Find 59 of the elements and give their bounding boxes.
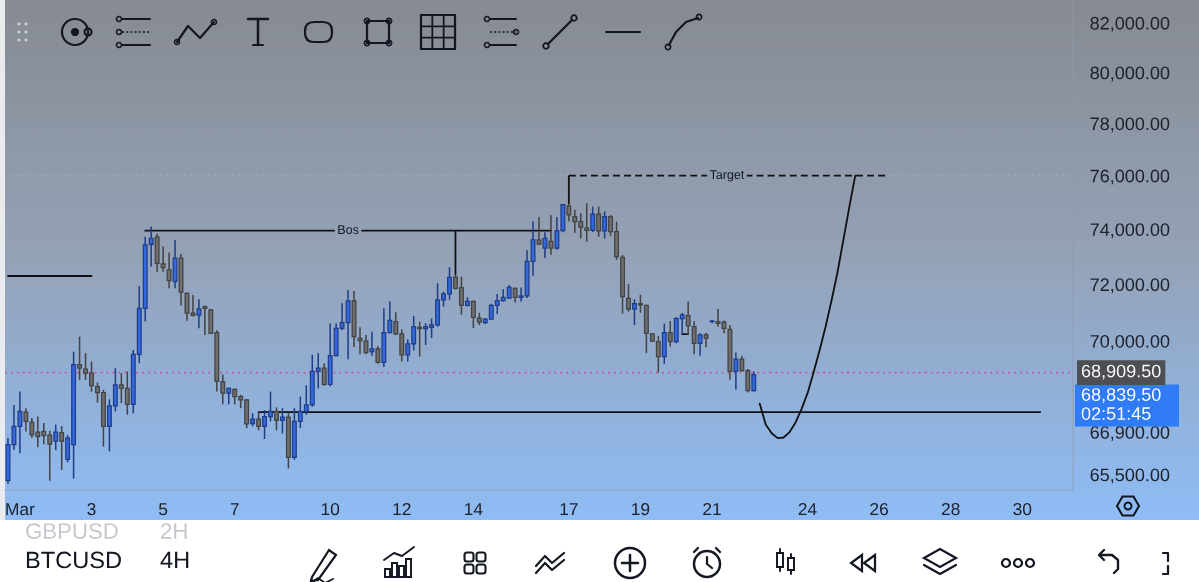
x-tick-label: 12	[393, 502, 411, 516]
x-tick-label: 28	[941, 502, 960, 516]
candlestick	[602, 210, 608, 240]
candlestick	[274, 406, 279, 432]
y-tick-label: 70,000.00	[1090, 334, 1170, 350]
text: 02:51:45	[1081, 407, 1151, 420]
y-tick-label: 76,000.00	[1090, 169, 1170, 185]
candlestick	[661, 322, 667, 365]
candlestick	[691, 320, 697, 356]
text: BTCUSD	[26, 551, 121, 569]
y-tick-label: 66,900.00	[1090, 426, 1170, 441]
x-tick-label: 3	[87, 502, 96, 516]
candlestick	[279, 407, 285, 435]
candlestick	[53, 423, 59, 451]
y-tick-label: 80,000.00	[1090, 66, 1170, 82]
x-tick-label: 26	[870, 502, 888, 516]
y-tick-label: 72,000.00	[1090, 278, 1170, 294]
candlestick	[536, 216, 542, 246]
candlestick	[369, 331, 375, 357]
text: GBPUSD	[26, 523, 118, 539]
x-tick-label: 24	[798, 502, 817, 516]
text: 2H	[161, 523, 187, 539]
candlestick	[59, 425, 65, 471]
x-tick-label: 19	[632, 502, 650, 516]
candlestick	[542, 231, 548, 259]
candlestick	[667, 320, 673, 348]
x-tick-label: 14	[465, 503, 483, 516]
y-tick-label: 82,000.00	[1090, 16, 1170, 32]
text: 4H	[160, 551, 189, 569]
x-tick-label: 17	[560, 503, 578, 516]
candlestick	[685, 300, 691, 336]
x-tick-label: 30	[1013, 502, 1032, 516]
y-tick-label: 74,000.00	[1090, 223, 1170, 239]
candlestick	[626, 283, 631, 313]
candlestick	[584, 202, 590, 243]
candlestick	[202, 304, 208, 336]
candlestick	[590, 205, 596, 233]
y-tick-label: 78,000.00	[1090, 117, 1170, 133]
text: 68,839.50	[1081, 388, 1161, 404]
candlestick	[172, 239, 178, 290]
candlestick	[751, 370, 757, 393]
y-tick-label: 65,500.00	[1090, 468, 1170, 484]
x-tick-label: Mar	[6, 503, 35, 516]
candlestick	[548, 214, 554, 256]
candlestick	[196, 298, 202, 329]
candlestick	[256, 411, 262, 432]
x-tick-label: 10	[321, 502, 340, 516]
ref-line-label: 68,909.50	[1081, 364, 1161, 380]
candlestick	[733, 351, 739, 391]
x-tick-label: 21	[703, 502, 721, 516]
candlestick	[631, 298, 637, 326]
candlestick	[596, 205, 602, 238]
x-tick-label: 5	[158, 503, 168, 516]
candlestick	[166, 251, 172, 290]
candlestick	[23, 407, 29, 433]
candlestick	[697, 332, 703, 357]
candlestick	[470, 299, 476, 329]
x-tick-label: 7	[230, 503, 239, 516]
candlestick	[321, 362, 327, 387]
